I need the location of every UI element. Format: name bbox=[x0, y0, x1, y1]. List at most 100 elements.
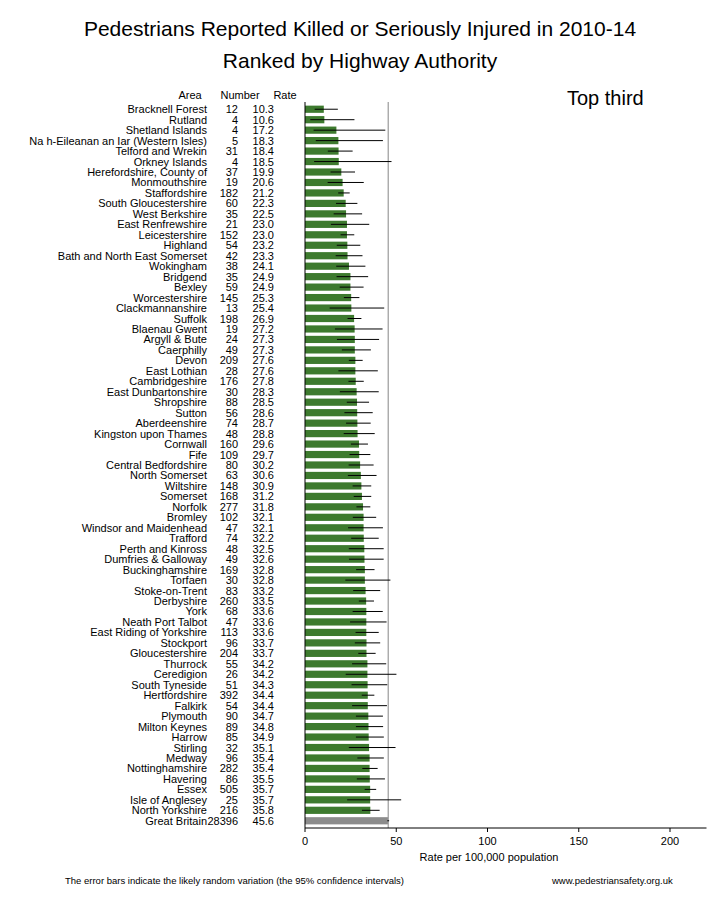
error-bar bbox=[387, 820, 389, 821]
error-bar bbox=[356, 737, 384, 738]
error-bar bbox=[362, 810, 380, 811]
error-bar bbox=[338, 192, 349, 193]
bar bbox=[305, 765, 370, 772]
error-bar bbox=[338, 370, 377, 371]
error-bar bbox=[357, 757, 383, 758]
error-bar bbox=[328, 182, 364, 183]
bar bbox=[305, 493, 362, 500]
error-bar bbox=[350, 454, 371, 455]
background bbox=[0, 0, 720, 900]
error-bar bbox=[349, 360, 363, 361]
column-header: Rate bbox=[273, 89, 296, 101]
error-bar bbox=[348, 381, 363, 382]
area-label: Great Britain bbox=[145, 815, 207, 827]
plot-area bbox=[305, 102, 401, 828]
error-bar bbox=[331, 172, 355, 173]
error-bar bbox=[336, 203, 357, 204]
error-bar bbox=[352, 705, 387, 706]
error-bar bbox=[352, 663, 386, 664]
error-bar bbox=[337, 245, 361, 246]
error-bar bbox=[356, 506, 370, 507]
error-bar bbox=[344, 433, 375, 434]
error-bar bbox=[353, 485, 372, 486]
bar bbox=[305, 440, 359, 447]
x-axis-label: Rate per 100,000 population bbox=[420, 851, 559, 863]
error-bar bbox=[348, 527, 383, 528]
error-bar bbox=[344, 297, 360, 298]
error-bar bbox=[334, 213, 362, 214]
error-bar bbox=[314, 130, 386, 131]
error-bar bbox=[348, 475, 377, 476]
error-bar bbox=[348, 318, 362, 319]
x-tick bbox=[578, 828, 579, 832]
error-bar bbox=[337, 276, 369, 277]
error-bar bbox=[349, 548, 384, 549]
bar bbox=[305, 566, 365, 573]
error-bar bbox=[356, 716, 383, 717]
error-bar bbox=[352, 684, 388, 685]
number-label: 28396 bbox=[207, 815, 238, 827]
error-bar bbox=[346, 423, 371, 424]
error-bar bbox=[328, 151, 353, 152]
y-axis bbox=[305, 102, 306, 828]
x-tick-label: 0 bbox=[302, 835, 308, 847]
rate-label: 45.6 bbox=[253, 815, 274, 827]
error-bar bbox=[365, 789, 376, 790]
error-bar bbox=[315, 109, 338, 110]
error-bar bbox=[316, 140, 383, 141]
error-bar bbox=[350, 621, 387, 622]
bar bbox=[305, 692, 368, 699]
error-bar bbox=[340, 287, 364, 288]
bar bbox=[305, 597, 366, 604]
error-bar bbox=[330, 308, 385, 309]
error-bar bbox=[353, 517, 376, 518]
error-bar bbox=[362, 695, 375, 696]
error-bar bbox=[347, 402, 369, 403]
x-tick bbox=[670, 828, 671, 832]
chart: Pedestrians Reported Killed or Seriously… bbox=[0, 0, 720, 900]
x-tick bbox=[396, 828, 397, 832]
x-axis bbox=[305, 828, 707, 829]
error-bar bbox=[336, 266, 365, 267]
x-tick bbox=[305, 828, 306, 832]
error-bar bbox=[346, 674, 397, 675]
error-bar bbox=[344, 412, 372, 413]
bar bbox=[305, 807, 370, 814]
error-bar bbox=[310, 119, 354, 120]
x-tick-label: 50 bbox=[390, 835, 402, 847]
bar bbox=[305, 378, 356, 385]
bar bbox=[305, 650, 367, 657]
error-bar bbox=[331, 224, 369, 225]
error-bar bbox=[359, 601, 374, 602]
column-header: Number bbox=[220, 89, 259, 101]
error-bar bbox=[351, 538, 379, 539]
error-bar bbox=[357, 778, 385, 779]
error-bar bbox=[362, 768, 377, 769]
x-tick bbox=[487, 828, 488, 832]
error-bar bbox=[347, 799, 401, 800]
error-bar bbox=[356, 726, 383, 727]
bar bbox=[305, 786, 370, 793]
error-bar bbox=[355, 642, 380, 643]
bar bbox=[305, 817, 388, 824]
x-tick-label: 100 bbox=[478, 835, 496, 847]
error-bar bbox=[337, 339, 379, 340]
error-bar bbox=[345, 580, 390, 581]
error-bar bbox=[341, 234, 355, 235]
error-bar bbox=[354, 496, 372, 497]
bar bbox=[305, 315, 354, 322]
error-bar bbox=[353, 611, 383, 612]
error-bar bbox=[353, 590, 380, 591]
error-bar bbox=[340, 391, 379, 392]
annotation: Top third bbox=[567, 87, 644, 109]
source: www.pedestriansafety.org.uk bbox=[551, 875, 673, 886]
x-tick-label: 150 bbox=[570, 835, 588, 847]
error-bar bbox=[349, 747, 396, 748]
reference-line bbox=[388, 102, 389, 828]
error-bar bbox=[356, 632, 379, 633]
error-bar bbox=[336, 255, 363, 256]
bar bbox=[305, 503, 363, 510]
column-header: Area bbox=[178, 89, 202, 101]
error-bar bbox=[349, 465, 374, 466]
error-bar bbox=[342, 349, 371, 350]
